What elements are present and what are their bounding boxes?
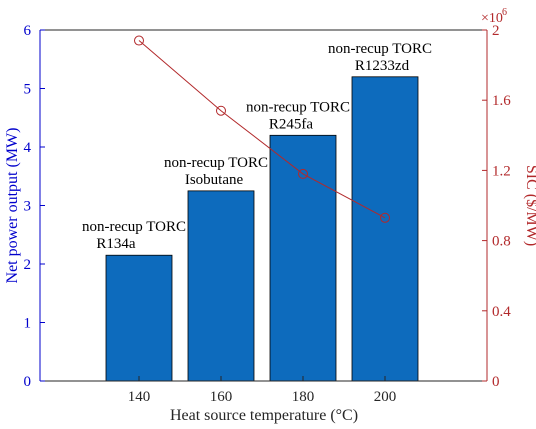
sic-line-layer [134,35,390,223]
bar-180 [269,134,337,382]
sic-point [380,212,390,223]
y-tick-label: 6 [24,23,32,39]
bar-annotation-line2: Isobutane [185,172,244,188]
x-tick-label: 140 [128,389,151,405]
bar-200 [351,76,419,382]
y-tick-label: 0 [24,374,32,390]
x-tick-label: 160 [210,389,233,405]
bar-140 [105,254,173,382]
x-tick-label: 200 [374,389,397,405]
bar-annotation-line2: R134a [96,236,136,252]
text-layer: 0 1 2 3 4 5 6 0 0.4 0.8 1.2 1.6 2 140 160 180 200 non-rec… [4,7,536,424]
y-tick-label: 3 [24,199,32,215]
sic-point [298,168,308,179]
x-axis-title: Heat source temperature (°C) [170,407,358,424]
y2-tick-label: 0.8 [492,234,511,250]
y-tick-label: 5 [24,82,32,98]
y-tick-label: 2 [24,257,32,273]
bar-annotation-line1: non-recup TORC [328,41,432,57]
bar-annotation-line1: non-recup TORC [82,219,186,235]
axes-layer [39,29,488,382]
y2-exponent-base: ×10 [481,11,503,26]
y2-axis-title: SIC ($/MW) [523,165,536,246]
y-tick-label: 1 [24,316,32,332]
bar-annotation-line2: R245fa [269,116,314,132]
x-tick-label: 180 [292,389,315,405]
y-axis-title: Net power output (MW) [4,128,21,284]
sic-point [216,105,226,116]
y2-tick-label: 0 [492,374,500,390]
y2-tick-label: 0.4 [492,304,511,320]
y2-exponent-power: 6 [502,7,507,18]
bar-annotation-line1: non-recup TORC [164,155,268,171]
y2-tick-label: 1.2 [492,163,511,179]
y2-tick-label: 1.6 [492,93,511,109]
bar-annotation-line1: non-recup TORC [246,99,350,115]
sic-line [138,40,386,219]
bar-160 [187,190,255,382]
bar-annotation-line2: R1233zd [355,58,410,74]
y2-tick-label: 2 [492,23,500,39]
sic-point [134,35,144,46]
y-tick-label: 4 [24,140,32,156]
bars-layer [105,76,419,382]
